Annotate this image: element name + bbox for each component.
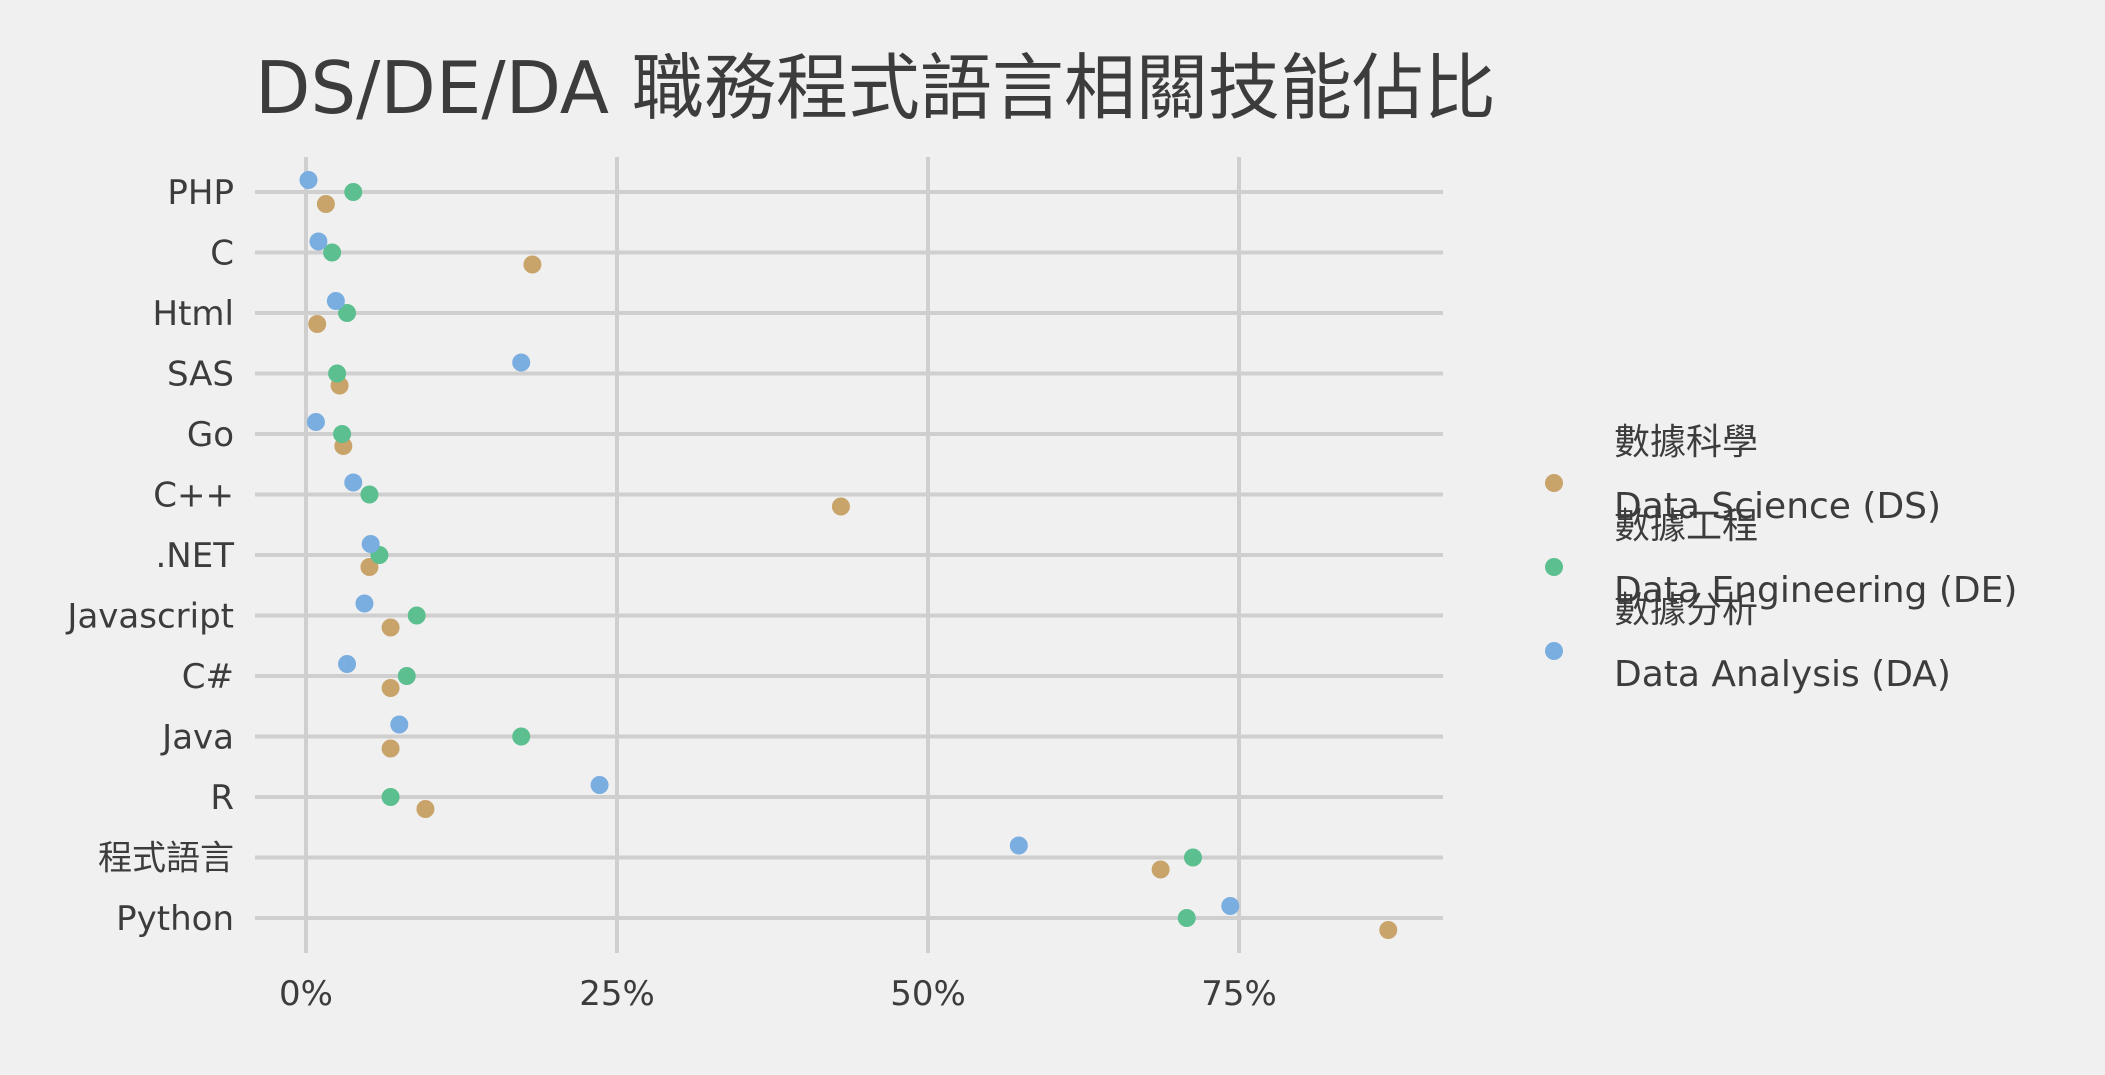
legend-label: Data Science (DS) — [1614, 486, 1941, 527]
legend: 數據科學 Data Science (DS)數據工程 Data Engineerin… — [1545, 422, 2017, 695]
data-point — [333, 425, 352, 443]
legend-marker — [1545, 642, 1563, 660]
data-point — [381, 618, 400, 637]
x-tick-label: 75% — [1201, 974, 1277, 1014]
y-tick-label: .NET — [156, 536, 235, 576]
y-tick-label: C++ — [153, 476, 234, 516]
x-tick-label: 25% — [579, 974, 655, 1014]
y-tick-label: Javascript — [65, 597, 234, 637]
y-tick-label: PHP — [167, 173, 234, 213]
data-point — [397, 667, 416, 685]
data-point — [309, 232, 328, 251]
y-tick-label: SAS — [167, 355, 234, 395]
y-tick-label: Java — [160, 718, 234, 758]
legend-label: 數據分析 — [1614, 590, 1758, 631]
data-point — [831, 497, 850, 516]
data-point — [512, 353, 531, 372]
data-point — [381, 788, 400, 806]
y-tick-label: Python — [116, 899, 234, 939]
data-point — [390, 715, 409, 734]
data-point — [416, 800, 435, 818]
data-point — [407, 606, 426, 625]
y-tick-label: C — [210, 234, 234, 274]
data-point — [338, 304, 357, 322]
legend-label: 數據工程 — [1614, 506, 1758, 547]
data-point — [523, 255, 542, 274]
legend-label: Data Analysis (DA) — [1614, 654, 1951, 695]
data-point — [344, 183, 363, 201]
grid — [255, 157, 1443, 953]
data-point — [338, 655, 357, 673]
data-point — [344, 473, 363, 492]
data-point — [360, 558, 379, 576]
data-point — [299, 171, 318, 189]
chart-title: DS/DE/DA 職務程式語言相關技能佔比 — [255, 46, 1496, 130]
data-points — [299, 171, 1398, 939]
y-tick-label: C# — [182, 657, 234, 697]
data-point — [355, 594, 374, 613]
data-point — [308, 315, 327, 333]
data-point — [316, 195, 335, 213]
data-point — [1221, 897, 1240, 915]
data-point — [381, 739, 400, 758]
data-point — [360, 485, 379, 504]
data-point — [1183, 848, 1202, 867]
data-point — [306, 413, 325, 431]
data-point — [1151, 860, 1170, 879]
x-tick-label: 0% — [279, 974, 333, 1014]
axis-ticks: 0% 25% 50% 75% PHP C Html SAS Go C++ .NET Javascrip… — [65, 173, 1276, 1014]
legend-label: 數據科學 — [1614, 422, 1758, 463]
data-point — [1009, 836, 1028, 855]
data-point — [1177, 909, 1196, 927]
legend-marker — [1545, 474, 1563, 492]
data-point — [1379, 921, 1398, 939]
y-tick-label: 程式語言 — [98, 839, 234, 879]
data-point — [361, 535, 380, 553]
y-tick-label: Go — [187, 415, 234, 455]
legend-marker — [1545, 558, 1563, 576]
data-point — [590, 776, 609, 794]
data-point — [326, 292, 345, 310]
data-point — [381, 679, 400, 697]
data-point — [323, 243, 342, 262]
y-tick-label: Html — [153, 294, 234, 334]
data-point — [512, 727, 531, 746]
legend-label: Data Engineering (DE) — [1614, 570, 2017, 611]
y-tick-label: R — [210, 778, 234, 818]
x-tick-label: 50% — [890, 974, 966, 1014]
data-point — [328, 364, 347, 383]
